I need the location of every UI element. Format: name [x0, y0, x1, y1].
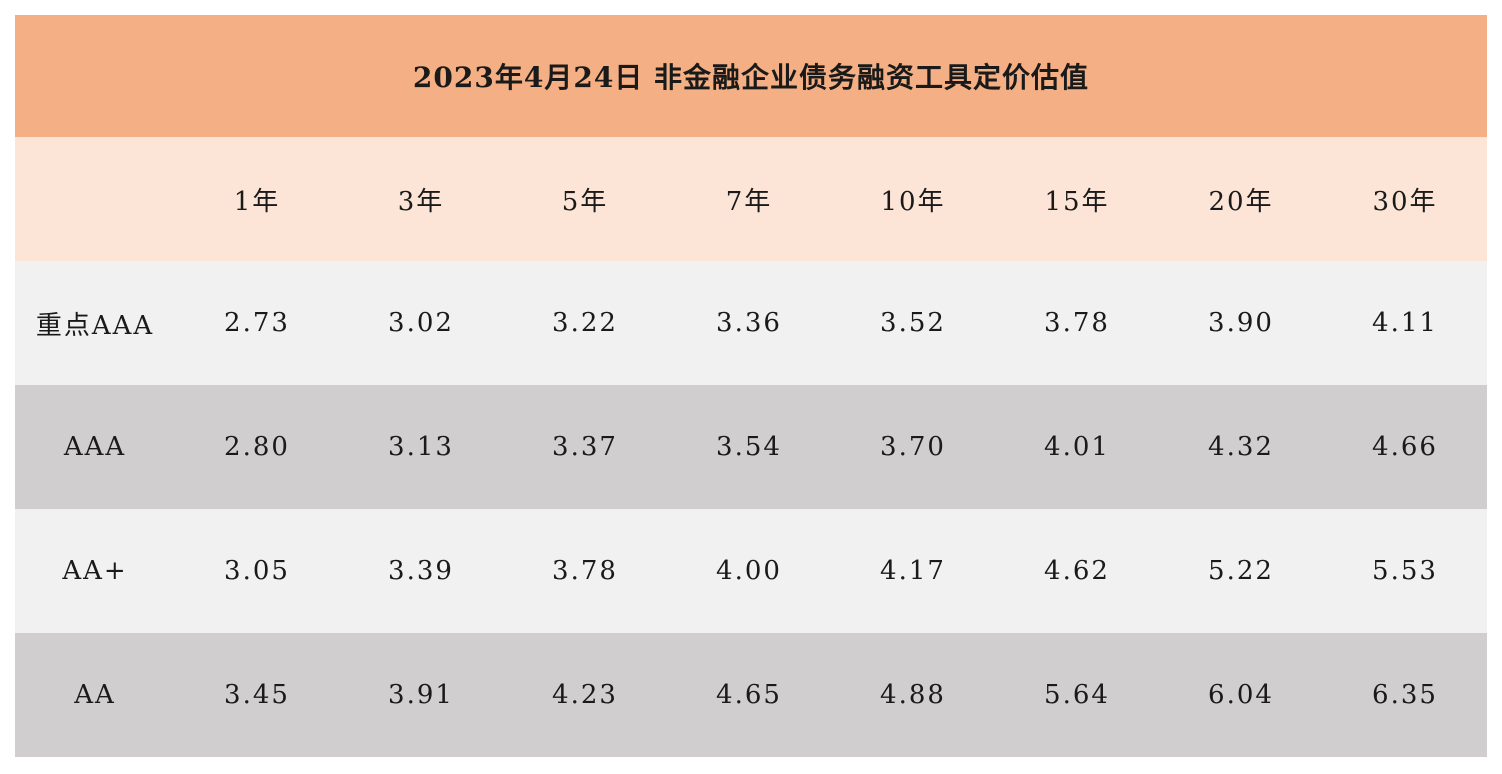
value-cell: 6.04: [1208, 680, 1274, 710]
table-title: 2023年4月24日 非金融企业债务融资工具定价估值: [15, 15, 1487, 137]
value-cell: 4.88: [880, 680, 946, 710]
table-row: AA+ 3.05 3.39 3.78 4.00 4.17 4.62 5.22 5…: [15, 509, 1487, 633]
header-cell: 1年: [233, 186, 281, 217]
row-label: 重点AAA: [35, 310, 155, 341]
value-cell: 3.02: [388, 308, 454, 338]
value-cell: 4.62: [1044, 556, 1110, 586]
value-cell: 2.80: [224, 432, 290, 462]
header-cell: 30年: [1372, 186, 1438, 217]
value-cell: 3.22: [552, 308, 618, 338]
row-label: AA+: [62, 556, 128, 586]
row-label: AA: [74, 680, 116, 710]
header-cell: 7年: [725, 186, 773, 217]
row-label: AAA: [63, 432, 127, 462]
header-cell: 15年: [1044, 186, 1110, 217]
value-cell: 4.01: [1044, 432, 1110, 462]
header-cell: 20年: [1208, 186, 1274, 217]
value-cell: 4.32: [1208, 432, 1274, 462]
value-cell: 5.64: [1044, 680, 1110, 710]
value-cell: 3.54: [716, 432, 782, 462]
table-row: 重点AAA 2.73 3.02 3.22 3.36 3.52 3.78 3.90…: [15, 261, 1487, 385]
header-cell: 3年: [397, 186, 445, 217]
value-cell: 6.35: [1372, 680, 1438, 710]
value-cell: 5.22: [1208, 556, 1274, 586]
value-cell: 4.17: [880, 556, 946, 586]
value-cell: 3.36: [716, 308, 782, 338]
value-cell: 3.70: [880, 432, 946, 462]
table-row: AA 3.45 3.91 4.23 4.65 4.88 5.64 6.04 6.…: [15, 633, 1487, 757]
value-cell: 3.90: [1208, 308, 1274, 338]
value-cell: 2.73: [224, 308, 290, 338]
value-cell: 3.13: [388, 432, 454, 462]
table-row: AAA 2.80 3.13 3.37 3.54 3.70 4.01 4.32 4…: [15, 385, 1487, 509]
header-cell: 5年: [561, 186, 609, 217]
value-cell: 3.05: [224, 556, 290, 586]
value-cell: 3.52: [880, 308, 946, 338]
value-cell: 4.23: [552, 680, 618, 710]
value-cell: 3.78: [552, 556, 618, 586]
value-cell: 4.00: [716, 556, 782, 586]
value-cell: 4.66: [1372, 432, 1438, 462]
value-cell: 3.39: [388, 556, 454, 586]
value-cell: 3.45: [224, 680, 290, 710]
header-cell: 10年: [880, 186, 946, 217]
value-cell: 4.65: [716, 680, 782, 710]
value-cell: 3.91: [388, 680, 454, 710]
value-cell: 4.11: [1372, 308, 1438, 338]
value-cell: 3.37: [552, 432, 618, 462]
valuation-table: 2023年4月24日 非金融企业债务融资工具定价估值 1年 3年 5年 7年 1…: [15, 15, 1487, 757]
value-cell: 5.53: [1372, 556, 1438, 586]
header-row: 1年 3年 5年 7年 10年 15年 20年 30年: [15, 137, 1487, 261]
value-cell: 3.78: [1044, 308, 1110, 338]
